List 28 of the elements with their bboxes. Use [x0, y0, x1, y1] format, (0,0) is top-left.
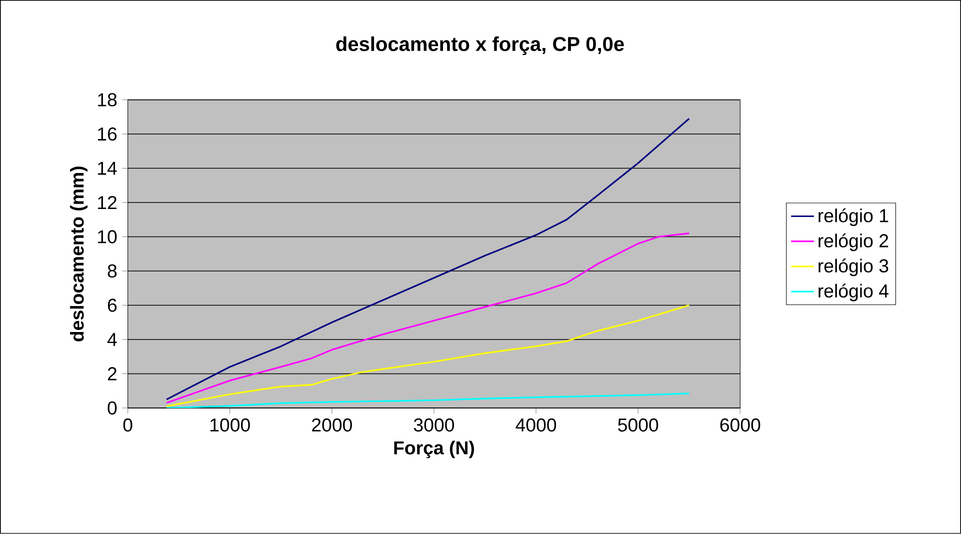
x-tick-label: 0 — [123, 418, 132, 432]
legend-label: relógio 3 — [818, 258, 888, 276]
y-tick-label: 2 — [108, 367, 116, 380]
line-series — [166, 118, 690, 400]
line-series — [166, 392, 690, 408]
y-tick-label: 6 — [108, 298, 117, 312]
x-tick-label: 3000 — [414, 418, 454, 432]
line-series — [166, 304, 690, 408]
y-tick-label: 16 — [98, 128, 117, 141]
x-tick-label: 5000 — [618, 418, 658, 432]
line-series — [166, 232, 690, 404]
y-tick-label: 10 — [98, 230, 117, 244]
x-tick-label: 6000 — [720, 418, 760, 432]
legend-label: relógio 1 — [818, 208, 888, 226]
y-tick-label: 18 — [98, 93, 117, 107]
legend-label: relógio 2 — [818, 234, 888, 252]
chart-title: deslocamento x força, CP 0,0e — [336, 36, 624, 56]
y-tick-label: 8 — [108, 264, 117, 278]
x-axis-title: Força (N) — [394, 440, 474, 458]
legend-label: relógio 4 — [818, 284, 888, 302]
y-tick-label: 4 — [107, 333, 117, 346]
y-tick-label: 12 — [98, 196, 116, 210]
y-axis-title: deslocamento (mm) — [70, 166, 88, 342]
x-tick-label: 2000 — [312, 418, 352, 432]
x-tick-label: 1000 — [210, 418, 250, 432]
x-tick-label: 4000 — [516, 418, 556, 432]
y-tick-label: 14 — [98, 162, 117, 175]
y-tick-label: 0 — [108, 401, 117, 415]
